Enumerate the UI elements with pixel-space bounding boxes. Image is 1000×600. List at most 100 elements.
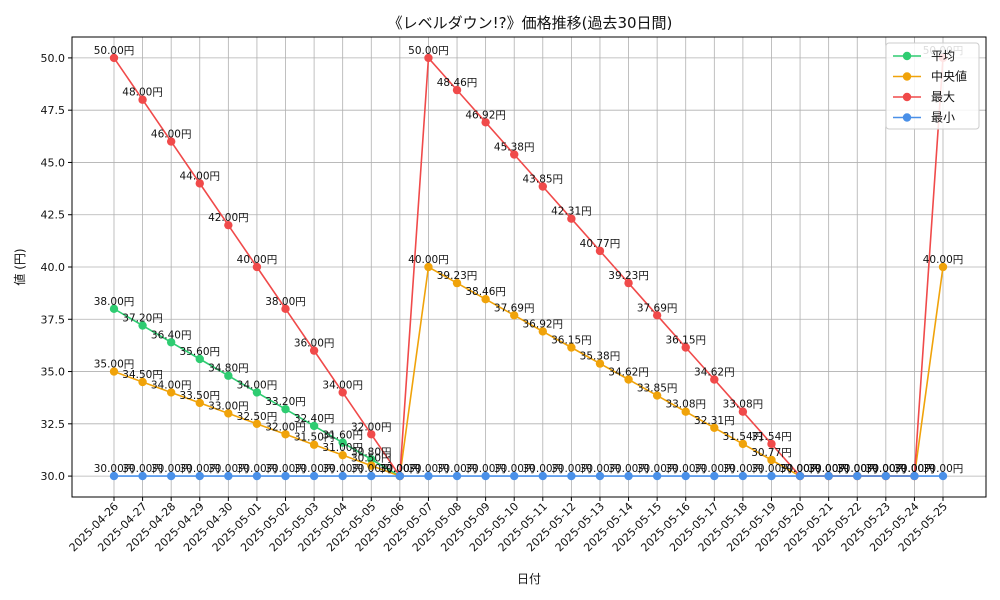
data-label: 36.15円 [551,335,592,347]
series-2-labels: 35.00円34.50円34.00円33.50円33.00円32.50円32.0… [94,254,964,475]
data-label: 40.00円 [923,254,964,266]
data-label: 30.00円 [465,463,506,475]
data-point [166,471,176,481]
data-label: 30.00円 [837,463,878,475]
data-label: 46.00円 [151,129,192,141]
data-point [481,295,490,304]
data-point [281,471,290,481]
data-point [538,327,547,336]
data-point [738,439,748,449]
data-point [567,343,576,352]
legend-label: 中央値 [931,69,967,84]
series-4-labels: 30.00円30.00円30.00円30.00円30.00円30.00円30.0… [94,463,964,475]
legend-label: 平均 [931,49,955,63]
data-label: 30.00円 [122,463,163,475]
data-label: 34.00円 [237,379,278,391]
data-label: 30.00円 [780,463,821,475]
data-label: 33.20円 [265,396,306,408]
data-label: 38.00円 [265,296,306,308]
y-tick-label: 35.0 [41,366,66,379]
data-point [195,179,204,188]
data-label: 30.00円 [780,463,821,475]
data-point [224,371,233,380]
data-label: 30.00円 [637,463,678,475]
data-label: 30.00円 [380,463,421,475]
legend-marker [902,113,912,122]
data-label: 30.00円 [580,463,621,475]
data-label: 30.00円 [322,463,363,475]
data-label: 30.00円 [723,463,764,475]
data-point [109,367,119,376]
data-point [538,471,547,481]
data-label: 38.00円 [94,296,135,308]
series-4 [109,471,948,481]
data-point [138,377,147,387]
data-point [281,404,290,414]
data-point [338,388,347,397]
data-label: 30.50円 [351,453,392,465]
data-label: 33.00円 [208,400,249,412]
data-label: 37.69円 [494,302,535,314]
data-point [567,471,576,481]
x-axis: 2025-04-262025-04-272025-04-282025-04-29… [67,497,950,554]
y-axis-label: 値 (円) [12,248,27,285]
y-tick-label: 42.5 [41,209,66,222]
data-point [881,471,891,481]
data-point [767,471,776,481]
data-point [738,471,748,481]
data-label: 34.50円 [122,369,163,381]
data-label: 30.00円 [294,463,335,475]
data-point [681,343,690,352]
chart-title: 《レベルダウン!?》価格推移(過去30日間) [388,14,673,32]
data-label: 30.77円 [751,447,792,459]
data-point [138,95,147,104]
data-point [109,304,119,314]
data-point [710,471,719,481]
data-label: 30.00円 [151,463,192,475]
data-point [338,438,347,447]
data-label: 33.08円 [723,399,764,411]
data-label: 43.85円 [523,174,564,186]
data-point [452,85,462,95]
data-label: 34.62円 [694,366,735,378]
data-point [367,455,376,464]
data-label: 32.50円 [237,411,278,423]
y-tick-label: 37.5 [41,313,66,326]
data-label: 30.00円 [808,463,849,475]
data-label: 46.92円 [465,109,506,121]
data-label: 39.23円 [437,270,478,282]
data-label: 30.00円 [380,463,421,475]
data-point [309,421,319,431]
data-label: 34.00円 [151,379,192,391]
legend-item: 最小 [893,111,955,125]
data-label: 30.00円 [808,463,849,475]
y-tick-label: 47.5 [41,104,66,117]
data-point [367,471,376,481]
data-label: 34.80円 [208,363,249,375]
data-point [710,423,719,432]
grid [72,37,986,497]
data-point [138,471,147,481]
data-label: 30.00円 [523,463,564,475]
data-label: 40.00円 [408,254,449,266]
y-axis: 30.0 32.5 35.0 37.5 40.0 42.5 45.0 47.5 50.0 [41,52,72,483]
data-point [738,407,748,416]
data-point [252,388,262,397]
data-point [938,471,948,481]
data-point [338,450,347,460]
data-point [652,311,662,320]
legend-label: 最小 [931,111,955,125]
data-label: 50.00円 [94,45,135,57]
data-label: 30.00円 [265,463,306,475]
data-label: 31.54円 [751,431,792,443]
data-label: 30.00円 [866,463,907,475]
data-label: 30.00円 [437,463,478,475]
data-label: 32.31円 [694,415,735,427]
data-label: 30.80円 [351,446,392,458]
data-point [652,471,662,481]
data-label: 30.00円 [894,463,935,475]
data-point [281,430,290,439]
data-point [710,375,719,384]
data-label: 30.00円 [837,463,878,475]
data-point [224,409,233,418]
